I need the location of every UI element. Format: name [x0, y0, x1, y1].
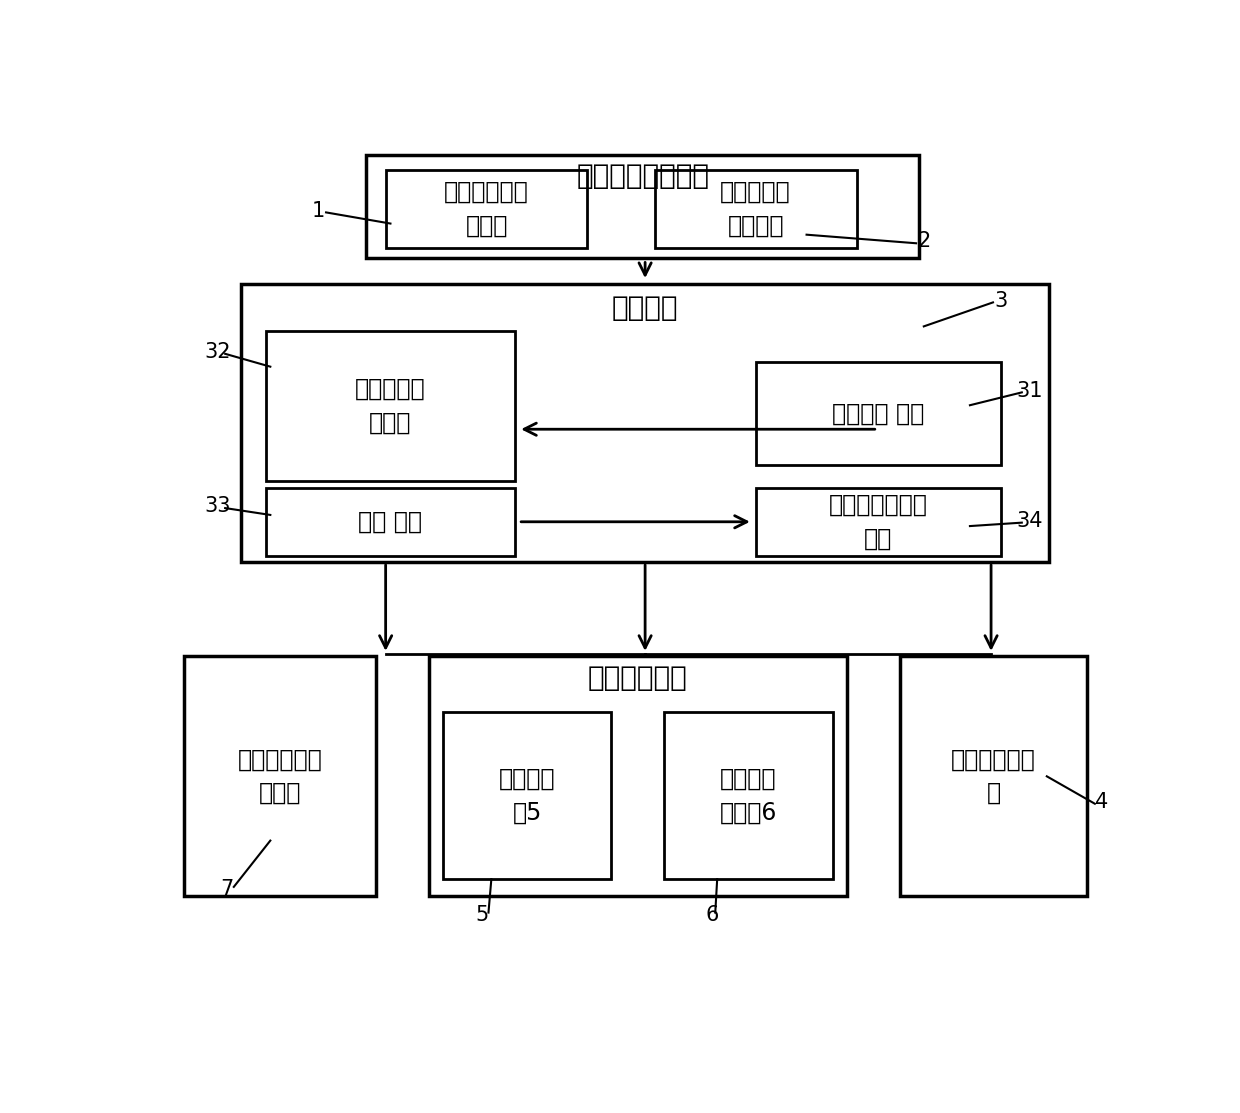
Bar — [900, 657, 1087, 896]
Text: 交通信号控制
机: 交通信号控制 机 — [951, 748, 1035, 805]
Text: 控制信号发送器
模块: 控制信号发送器 模块 — [828, 493, 928, 551]
Bar — [665, 712, 832, 879]
Bar — [265, 487, 516, 556]
Text: 可变情报
杉5: 可变情报 杉5 — [500, 767, 556, 825]
Text: 4: 4 — [1095, 792, 1109, 812]
Text: 数据存储 模块: 数据存储 模块 — [832, 402, 924, 426]
Text: 31: 31 — [1017, 381, 1043, 401]
Text: 摄像头视频
采集系统: 摄像头视频 采集系统 — [720, 180, 791, 238]
Text: 车载信息
接收装6: 车载信息 接收装6 — [719, 767, 777, 825]
Text: 环形线圈车辆
检测器: 环形线圈车辆 检测器 — [444, 180, 529, 238]
Text: 32: 32 — [205, 342, 231, 362]
Bar — [367, 155, 919, 258]
Text: 1: 1 — [311, 200, 325, 220]
Bar — [755, 363, 1001, 465]
Bar — [429, 657, 847, 896]
Bar — [444, 712, 611, 879]
Bar — [265, 331, 516, 481]
Bar — [184, 657, 376, 896]
Text: 可变式道路分
隔设施: 可变式道路分 隔设施 — [238, 748, 322, 805]
Text: 5: 5 — [475, 905, 489, 925]
Text: 交通信息采集设备: 交通信息采集设备 — [577, 162, 709, 190]
Text: 6: 6 — [706, 905, 719, 925]
Text: 2: 2 — [918, 230, 930, 250]
Bar — [386, 170, 588, 247]
Text: 33: 33 — [205, 496, 231, 516]
Text: 交通状态检
测模块: 交通状态检 测模块 — [355, 377, 425, 434]
Bar — [755, 487, 1001, 556]
Text: 34: 34 — [1017, 511, 1043, 531]
Bar — [655, 170, 857, 247]
Text: 诱导信息设备: 诱导信息设备 — [588, 663, 688, 692]
Text: 3: 3 — [994, 290, 1007, 311]
Text: 7: 7 — [221, 879, 233, 899]
Text: 控制 模块: 控制 模块 — [358, 510, 423, 534]
Bar — [242, 284, 1049, 562]
Text: 主控设备: 主控设备 — [611, 294, 678, 322]
